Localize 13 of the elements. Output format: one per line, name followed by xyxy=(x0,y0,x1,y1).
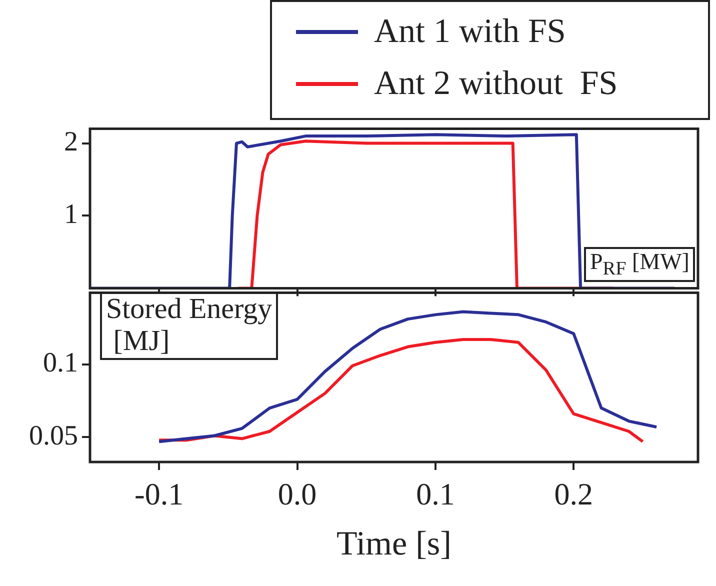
y-tick-label: 2 xyxy=(64,126,78,158)
y-tick-label: 0.1 xyxy=(43,348,78,379)
x-tick-label: 0.1 xyxy=(416,476,455,512)
x-tick-label: 0.0 xyxy=(278,476,317,512)
y-tick-label: 0.05 xyxy=(29,420,78,452)
y-axis-title: Stored Energy [MJ] xyxy=(100,292,278,360)
legend-label: Ant 1 with FS xyxy=(374,13,566,51)
legend-label: Ant 2 without FS xyxy=(374,65,618,103)
x-tick-label: -0.1 xyxy=(134,476,184,512)
y-tick-label: 1 xyxy=(64,199,78,230)
y-axis-title: P$_{RF}$ [MW] xyxy=(584,247,696,282)
x-tick-label: 0.2 xyxy=(554,476,594,512)
x-axis-title: Time [s] xyxy=(336,526,452,563)
